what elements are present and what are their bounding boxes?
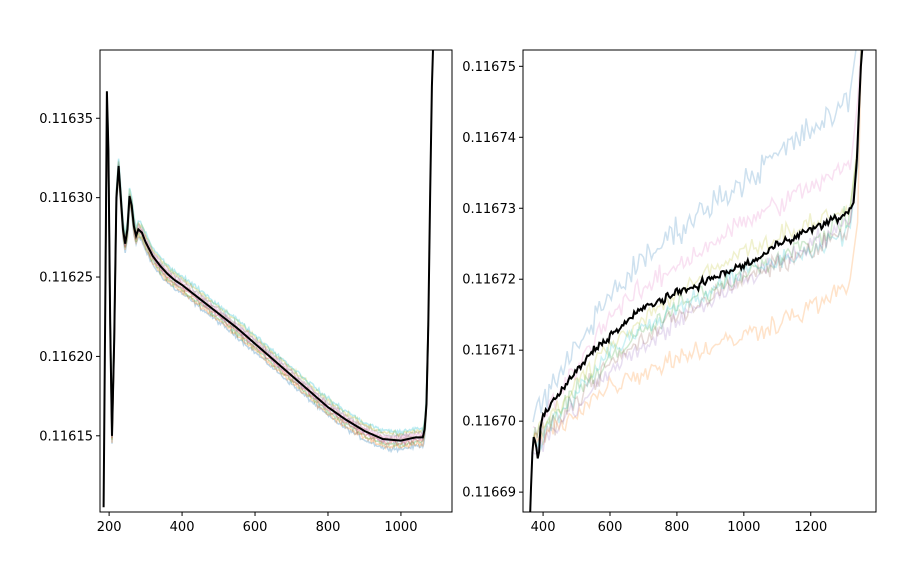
noisy-series-line xyxy=(532,50,862,455)
noisy-series-line xyxy=(532,50,857,423)
x-tick-label: 400 xyxy=(531,520,556,535)
noisy-series-line xyxy=(532,50,862,444)
noisy-series-line xyxy=(104,119,430,441)
y-tick-label: 0.11673 xyxy=(462,202,516,217)
y-tick-label: 0.11635 xyxy=(39,112,93,127)
noisy-series-line xyxy=(104,115,430,439)
y-tick-label: 0.11625 xyxy=(39,271,93,286)
y-tick-label: 0.11674 xyxy=(462,131,516,146)
right-plot-panel: 400 600 800 1000 1200 0.11669 0.11670 0.11671 0.… xyxy=(462,49,877,535)
x-tick-label: 1200 xyxy=(794,520,827,535)
x-tick-label: 800 xyxy=(665,520,690,535)
y-tick-label: 0.11630 xyxy=(39,191,93,206)
noisy-series-line xyxy=(104,126,430,449)
y-tick-label: 0.11672 xyxy=(462,273,516,288)
axes-frame xyxy=(99,49,453,513)
noisy-series-line xyxy=(532,50,862,437)
x-tick-label: 800 xyxy=(316,520,341,535)
noisy-series-line xyxy=(104,126,430,450)
y-tick-label: 0.11615 xyxy=(39,429,93,444)
noisy-series-line xyxy=(532,50,862,444)
left-plot-panel: 200 400 600 800 1000 0.11615 0.11620 0.11625 0.1… xyxy=(39,49,453,535)
noisy-series-line xyxy=(532,50,862,452)
x-tick-label: 400 xyxy=(170,520,195,535)
noisy-series-line xyxy=(532,50,863,451)
x-tick-label: 600 xyxy=(598,520,623,535)
noisy-series-line xyxy=(104,124,430,447)
x-tick-label: 1000 xyxy=(727,520,760,535)
mean-series-line xyxy=(529,50,864,512)
y-tick-label: 0.11675 xyxy=(462,60,516,75)
y-tick-label: 0.11671 xyxy=(462,344,516,359)
noisy-series-line xyxy=(104,112,430,437)
y-tick-label: 0.11620 xyxy=(39,350,93,365)
x-tick-label: 600 xyxy=(243,520,268,535)
noisy-series-line xyxy=(104,128,430,454)
x-tick-label: 1000 xyxy=(384,520,417,535)
noisy-series-line xyxy=(104,115,430,438)
mean-series-line xyxy=(102,50,434,508)
x-tick-label: 200 xyxy=(97,520,122,535)
y-tick-label: 0.11669 xyxy=(462,486,516,501)
y-tick-label: 0.11670 xyxy=(462,415,516,430)
axes-frame xyxy=(522,49,877,513)
